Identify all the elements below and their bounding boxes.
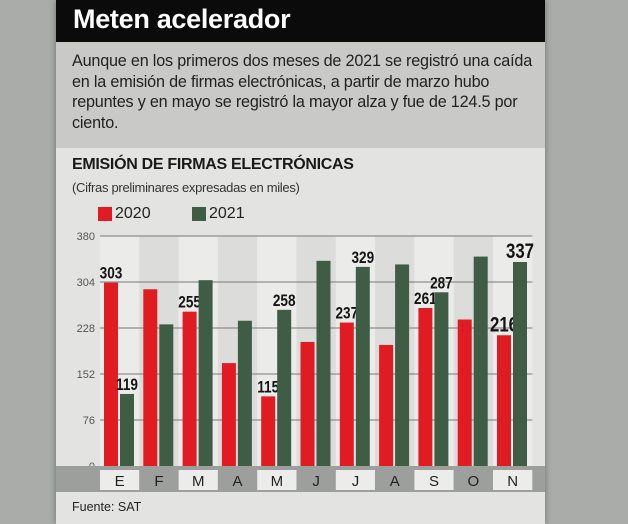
bar-2020 xyxy=(379,344,394,466)
x-tick-label: J xyxy=(312,473,320,490)
bar-2020 xyxy=(497,335,511,466)
x-label-box xyxy=(217,470,258,490)
x-label-box xyxy=(335,470,376,490)
x-tick-label: O xyxy=(468,473,480,490)
legend-item-2020: 2020 xyxy=(98,205,151,223)
bar-2021 xyxy=(277,309,292,466)
x-tick-label: F xyxy=(154,473,163,490)
bar-2020 xyxy=(104,282,118,466)
x-label-box xyxy=(375,470,415,490)
y-tick-label: 76 xyxy=(83,415,95,427)
x-label-box xyxy=(296,470,336,490)
data-label-2020: 261 xyxy=(414,290,437,309)
legend-label-2021: 2021 xyxy=(209,205,245,222)
x-tick-label: J xyxy=(352,473,360,490)
x-tick-label: M xyxy=(192,473,205,490)
title-bar: Meten acelerador xyxy=(56,0,545,42)
x-label-box xyxy=(100,470,140,490)
x-tick-label: M xyxy=(271,473,284,490)
chart-title: EMISIÓN DE FIRMAS ELECTRÓNICAS xyxy=(72,156,354,173)
data-label-2021: 119 xyxy=(116,376,138,395)
legend-swatch-2020 xyxy=(98,207,112,221)
bar-2020 xyxy=(339,322,354,466)
x-label-box xyxy=(414,470,454,490)
bar-2020 xyxy=(418,308,433,466)
bar-2021 xyxy=(198,280,213,466)
bar-2021 xyxy=(237,320,252,466)
bar-2020 xyxy=(143,289,158,466)
bar-2021 xyxy=(434,292,449,466)
bar-2021 xyxy=(355,266,370,466)
y-tick-label: 152 xyxy=(77,369,95,381)
x-label-box xyxy=(453,470,493,490)
x-label-box xyxy=(178,470,218,490)
bar-2021 xyxy=(513,262,527,466)
intro-panel: Aunque en los primeros dos meses de 2021… xyxy=(56,42,545,148)
intro-text: Aunque en los primeros dos meses de 2021… xyxy=(72,52,533,132)
legend-label-2020: 2020 xyxy=(115,205,151,222)
legend-item-2021: 2021 xyxy=(192,205,245,223)
x-tick-label: A xyxy=(390,473,400,490)
data-label-2021: 329 xyxy=(351,249,374,268)
legend-swatch-2021 xyxy=(192,207,206,221)
bar-2021 xyxy=(473,256,488,466)
bar-2020 xyxy=(300,341,315,466)
x-label-box xyxy=(139,470,179,490)
headline: Meten acelerador xyxy=(73,4,291,34)
bar-2020 xyxy=(261,396,276,466)
bar-2021 xyxy=(120,393,134,466)
source-note: Fuente: SAT xyxy=(72,500,142,514)
chart-subtitle: (Cifras preliminares expresadas en miles… xyxy=(72,180,300,195)
x-tick-label: S xyxy=(429,473,439,490)
bar-2020 xyxy=(221,363,236,466)
data-label-2020: 115 xyxy=(257,378,279,397)
data-label-2020: 303 xyxy=(100,264,123,283)
y-tick-label: 304 xyxy=(77,277,95,289)
x-tick-label: E xyxy=(115,473,125,490)
bar-2021 xyxy=(316,260,331,466)
data-label-2021: 258 xyxy=(273,291,296,310)
x-tick-label: A xyxy=(233,473,243,490)
bar-2020 xyxy=(457,319,472,466)
data-label-2020: 237 xyxy=(335,304,358,323)
x-label-box xyxy=(493,470,533,490)
x-tick-label: N xyxy=(507,473,518,490)
data-label-2020: 216 xyxy=(490,314,518,337)
bar-2021 xyxy=(395,264,410,466)
bar-2021 xyxy=(159,324,174,466)
x-label-box xyxy=(257,470,297,490)
y-tick-label: 380 xyxy=(77,231,95,243)
data-label-2021: 287 xyxy=(430,274,453,293)
data-label-2021: 337 xyxy=(506,240,534,263)
data-label-2020: 255 xyxy=(178,293,201,312)
bar-2020 xyxy=(182,311,197,466)
y-tick-label: 228 xyxy=(77,323,95,335)
